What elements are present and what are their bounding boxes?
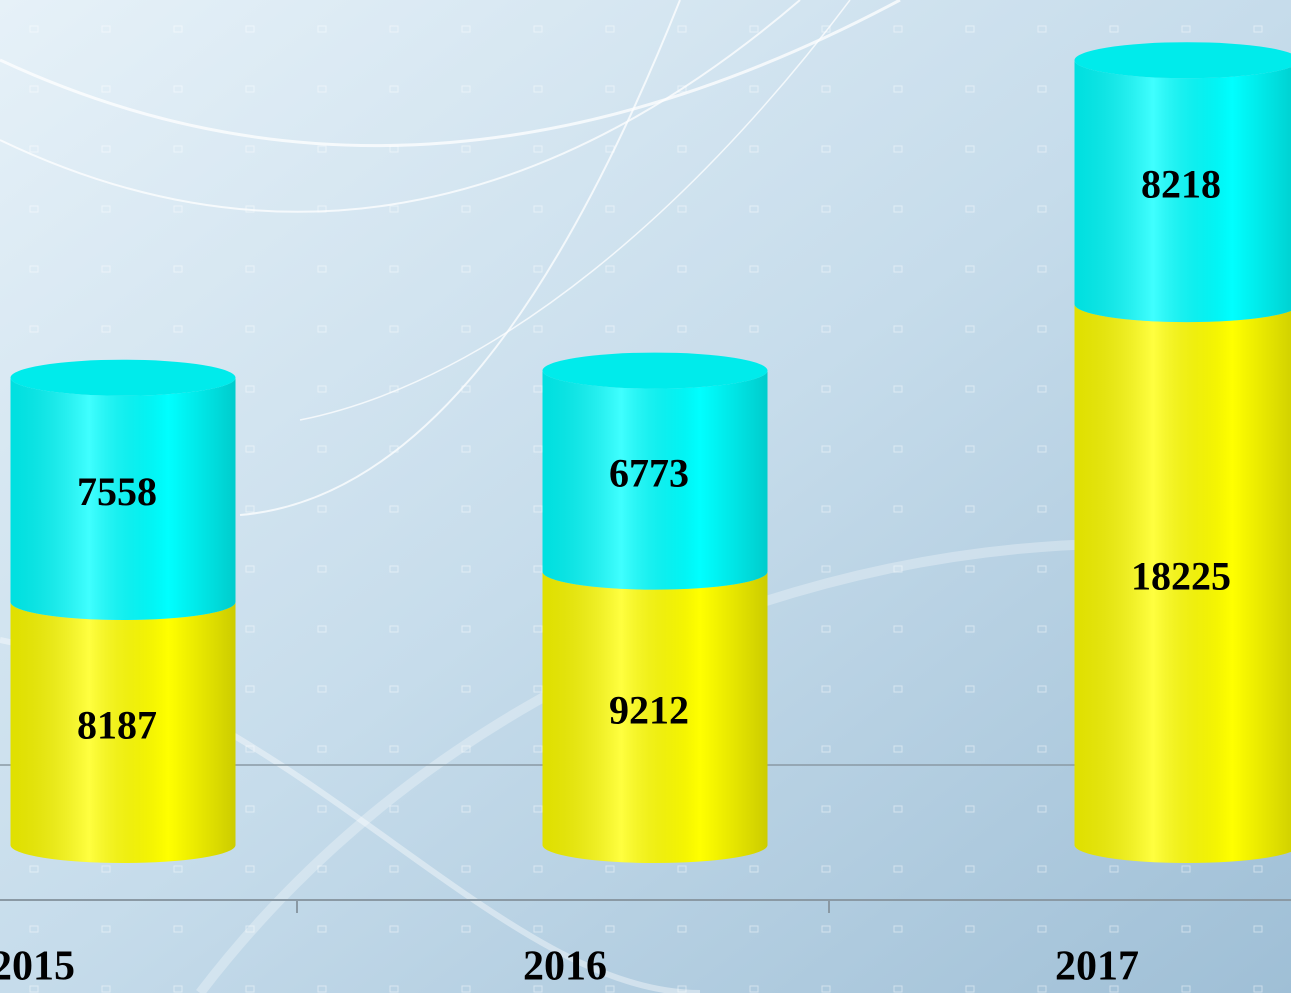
cylinder-top-shade: [542, 352, 768, 389]
cylinder-top: [542, 352, 768, 389]
data-label: 9212: [609, 687, 689, 732]
data-label: 7558: [77, 469, 157, 514]
x-tick-label: 2017: [1055, 944, 1139, 990]
cylinder-shade: [1074, 304, 1291, 863]
cylinder-top-shade: [10, 359, 236, 396]
cylinder-shade: [1074, 60, 1291, 323]
data-label: 6773: [609, 450, 689, 495]
cylinder-top: [10, 359, 236, 396]
data-label: 8218: [1141, 161, 1221, 206]
cylinder-shade: [10, 377, 236, 621]
x-tick-label: 2015: [0, 944, 75, 990]
cylinder-shade: [542, 370, 768, 590]
cylinder-top: [1074, 42, 1291, 79]
data-label: 18225: [1131, 554, 1231, 599]
cylinder-top-shade: [1074, 42, 1291, 79]
data-label: 8187: [77, 703, 157, 748]
x-tick-label: 2016: [523, 944, 607, 990]
cylinder-shade: [542, 571, 768, 864]
cylinder-shade: [10, 602, 236, 864]
